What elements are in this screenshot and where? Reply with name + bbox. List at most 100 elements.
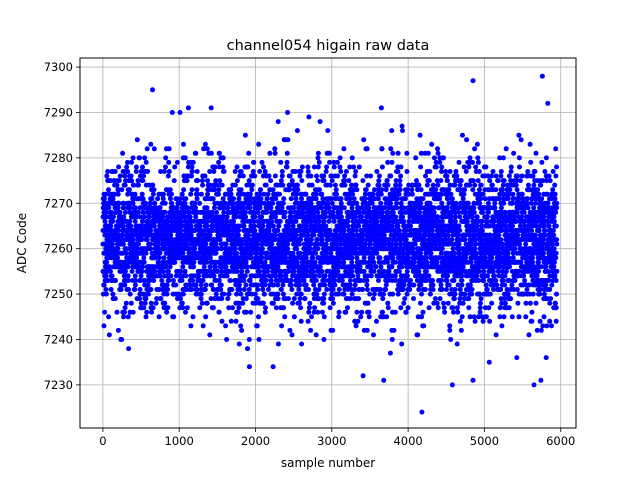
data-point xyxy=(259,241,265,247)
data-point xyxy=(200,209,206,215)
data-point xyxy=(128,223,134,229)
data-point xyxy=(224,273,230,279)
data-point xyxy=(379,187,385,193)
data-point xyxy=(216,187,222,193)
data-point xyxy=(360,237,366,243)
data-point xyxy=(369,200,375,206)
data-point xyxy=(439,191,445,197)
data-point xyxy=(272,146,278,152)
data-point xyxy=(460,196,466,202)
data-point xyxy=(157,250,163,256)
data-point xyxy=(306,305,312,311)
data-point xyxy=(462,237,468,243)
data-point xyxy=(444,196,450,202)
data-point xyxy=(230,305,235,311)
data-point xyxy=(381,268,387,274)
data-point xyxy=(397,182,403,188)
data-point xyxy=(125,159,130,165)
data-point xyxy=(418,282,424,288)
data-point xyxy=(165,305,171,311)
data-point xyxy=(322,200,328,206)
data-point xyxy=(187,209,192,215)
data-point xyxy=(195,178,201,184)
data-point xyxy=(299,196,304,202)
data-point xyxy=(130,200,136,206)
data-point xyxy=(141,305,147,311)
data-point xyxy=(431,205,437,211)
data-point xyxy=(427,169,433,174)
data-point xyxy=(116,200,122,206)
data-point xyxy=(202,141,208,147)
data-point xyxy=(280,200,286,206)
data-point xyxy=(261,191,267,197)
data-point xyxy=(364,327,370,333)
data-point xyxy=(127,259,133,265)
data-point xyxy=(374,169,380,174)
data-point xyxy=(385,159,391,165)
data-point xyxy=(151,146,157,152)
data-point xyxy=(125,264,131,270)
data-point xyxy=(190,278,196,283)
data-point xyxy=(295,182,300,188)
data-point xyxy=(419,314,425,320)
data-point xyxy=(399,209,404,215)
data-point xyxy=(301,259,306,265)
data-point xyxy=(152,255,158,261)
data-point xyxy=(297,173,303,179)
data-point xyxy=(351,232,357,238)
data-point xyxy=(163,164,168,170)
data-point xyxy=(404,273,410,279)
data-point xyxy=(101,323,107,329)
data-point xyxy=(435,146,440,152)
data-point xyxy=(263,305,268,311)
data-point xyxy=(398,200,404,206)
data-point xyxy=(184,178,190,184)
data-point xyxy=(398,164,404,170)
data-point xyxy=(319,191,325,197)
data-point xyxy=(140,218,146,224)
data-point xyxy=(457,228,463,233)
data-point xyxy=(230,200,236,206)
data-point xyxy=(229,232,235,238)
data-point xyxy=(127,218,133,224)
data-point xyxy=(315,164,321,170)
data-point xyxy=(112,191,118,197)
data-point xyxy=(326,218,332,224)
data-point xyxy=(467,155,473,161)
data-point xyxy=(464,137,470,143)
data-point xyxy=(278,268,284,274)
data-point xyxy=(470,178,476,184)
data-point xyxy=(165,287,171,292)
data-point xyxy=(325,128,331,134)
data-point xyxy=(132,282,138,288)
data-point xyxy=(421,237,427,243)
data-point xyxy=(352,237,358,243)
data-point xyxy=(178,296,183,302)
data-point xyxy=(151,223,157,229)
data-point xyxy=(423,255,429,261)
data-point xyxy=(424,182,430,188)
data-point xyxy=(161,259,166,265)
data-point xyxy=(351,164,357,170)
data-point xyxy=(122,309,127,315)
data-point xyxy=(166,169,172,174)
data-point xyxy=(299,164,305,170)
data-point xyxy=(374,273,380,279)
data-point xyxy=(472,146,478,152)
data-point xyxy=(125,278,131,283)
data-point xyxy=(270,200,276,206)
data-point xyxy=(327,159,333,165)
data-point xyxy=(234,250,240,256)
data-point xyxy=(273,196,279,202)
data-point xyxy=(450,246,456,252)
data-point xyxy=(327,305,333,311)
data-point xyxy=(389,159,395,165)
data-point xyxy=(395,150,401,156)
data-point xyxy=(408,223,413,229)
data-point xyxy=(251,159,257,165)
data-point xyxy=(104,173,110,179)
data-point xyxy=(286,296,291,302)
data-point xyxy=(326,150,332,156)
data-point xyxy=(433,241,439,247)
data-point xyxy=(228,187,234,193)
